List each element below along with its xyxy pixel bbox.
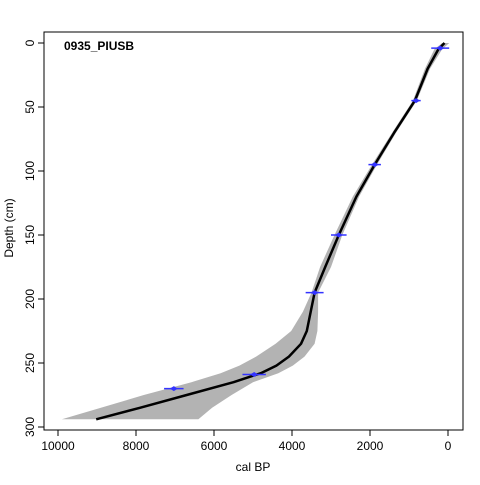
x-tick-label: 10000	[41, 439, 75, 453]
x-tick-label: 2000	[357, 439, 384, 453]
dated-sample	[305, 290, 324, 296]
date-marker	[436, 45, 445, 51]
x-tick-label: 4000	[279, 439, 306, 453]
median-age-line	[95, 42, 446, 421]
date-marker	[250, 372, 259, 378]
y-tick-label: 200	[23, 289, 37, 309]
date-marker	[370, 162, 379, 168]
x-tick-label: 6000	[201, 439, 228, 453]
dated-sample	[411, 98, 421, 104]
confidence-envelope-layer	[61, 43, 450, 420]
dated-sample	[242, 372, 266, 378]
dated-sample	[331, 232, 347, 238]
x-axis: 10000 8000 6000 4000 2000 0	[41, 430, 452, 453]
chart-title: 0935_PIUSB	[64, 39, 134, 53]
dated-sample	[164, 386, 184, 392]
date-marker	[310, 290, 319, 296]
x-tick-label: 0	[445, 439, 452, 453]
x-tick-label: 8000	[123, 439, 150, 453]
median-line-layer	[95, 42, 446, 421]
date-marker	[412, 98, 421, 104]
dated-samples-layer	[164, 45, 450, 392]
dated-sample	[431, 45, 450, 51]
y-tick-label: 100	[23, 161, 37, 181]
plot-frame	[43, 31, 464, 431]
date-marker	[334, 232, 343, 238]
y-tick-label: 150	[23, 225, 37, 245]
y-axis: 0 50 100 150 200 250 300	[23, 39, 44, 437]
y-axis-label: Depth (cm)	[2, 198, 16, 257]
y-tick-label: 0	[23, 39, 37, 46]
dated-sample	[368, 162, 381, 168]
y-tick-label: 50	[23, 100, 37, 114]
y-tick-label: 300	[23, 417, 37, 437]
y-tick-label: 250	[23, 353, 37, 373]
date-marker	[169, 386, 178, 392]
confidence-envelope	[61, 43, 450, 420]
x-axis-label: cal BP	[236, 460, 271, 474]
